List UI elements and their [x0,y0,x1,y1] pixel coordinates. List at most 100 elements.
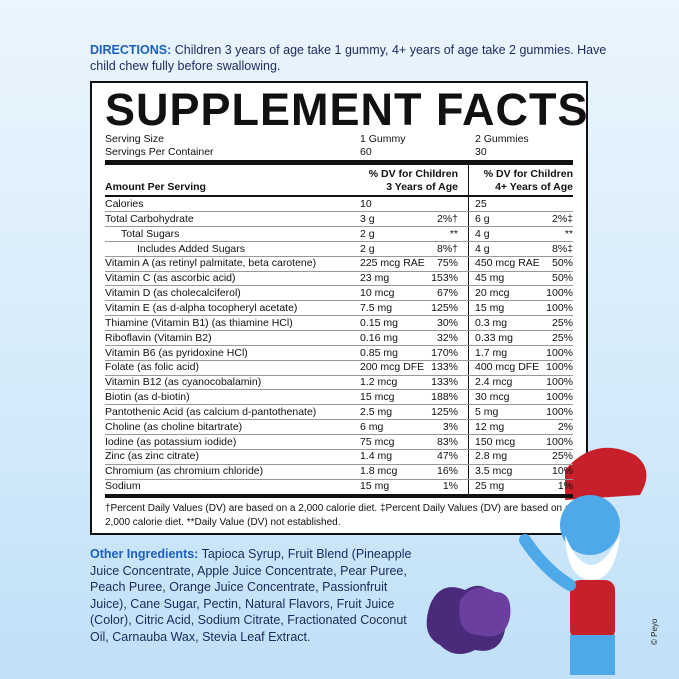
amount-2: 0.33 mg [475,331,513,344]
nutrient-name: Vitamin D (as cholecalciferol) [105,287,241,300]
amount-1: 2 g [360,227,375,240]
nutrient-name: Folate (as folic acid) [105,361,199,374]
nutrient-name: Chromium (as chromium chloride) [105,465,264,478]
row-rule [105,285,573,287]
dv-2: 25% [551,450,573,463]
amount-1: 3 g [360,212,375,225]
facts-title: SUPPLEMENT FACTS [105,84,589,135]
amount-1: 2.5 mg [360,405,393,418]
dv-2: 50% [551,257,573,270]
ingredients-label: Other Ingredients: [90,547,199,561]
dv-2: 100% [546,361,573,374]
serving-value: 1 Gummy [360,133,406,145]
amount-2: 15 mg [475,301,505,314]
nutrient-name: Pantothenic Acid (as calcium d-pantothen… [105,405,317,418]
amount-1: 75 mcg [360,435,395,448]
amount-1: 200 mcg DFE [360,361,425,374]
dv-2: 10% [551,465,573,478]
thick-rule [105,494,573,498]
serving-value: 2 Gummies [475,133,529,145]
dv-2: 100% [546,376,573,389]
amount-2: 4 g [475,242,490,255]
nutrient-name: Zinc (as zinc citrate) [105,450,199,463]
amount-1: 0.16 mg [360,331,398,344]
nutrient-name: Total Sugars [121,227,180,240]
amount-1: 10 [360,198,372,210]
dv-1: 30% [436,316,458,329]
dv-2: 2%‡ [551,212,573,225]
amount-1: 0.15 mg [360,316,398,329]
amount-1: 2 g [360,242,375,255]
dv-2: 8%‡ [551,242,573,255]
nutrient-name: Thiamine (Vitamin B1) (as thiamine HCl) [105,316,293,329]
amount-2: 5 mg [475,405,499,418]
dv-2: 1% [557,480,573,493]
row-rule [105,240,573,242]
amount-2: 4 g [475,227,490,240]
dv-2: ** [564,227,573,240]
thick-rule [105,160,573,165]
dv-2: 100% [546,435,573,448]
row-rule [105,463,573,465]
row-rule [105,404,573,406]
dv-1: 153% [431,272,458,285]
amount-1: 6 mg [360,420,384,433]
dv-2: 2% [557,420,573,433]
dv-1: 170% [431,346,458,359]
amount-2: 12 mg [475,420,505,433]
amount-2: 0.3 mg [475,316,508,329]
amount-2: 25 [475,198,487,210]
amount-1: 23 mg [360,272,390,285]
amount-2: 1.7 mg [475,346,508,359]
serving-value: 30 [475,146,487,158]
nutrient-name: Includes Added Sugars [137,242,245,255]
facts-panel [90,81,588,535]
nutrient-name: Vitamin A (as retinyl palmitate, beta ca… [105,257,317,270]
dv-header: 3 Years of Age [386,181,458,193]
dv-1: 67% [436,287,458,300]
directions-label: DIRECTIONS: [90,43,172,57]
amount-1: 1.4 mg [360,450,393,463]
copyright: © Peyo [650,618,659,645]
row-rule [105,478,573,480]
dv-1: 3% [442,420,458,433]
dv-1: 125% [431,301,458,314]
dv-1: 133% [431,376,458,389]
row-rule [105,389,573,391]
dv-2: 50% [551,272,573,285]
amount-2: 45 mg [475,272,505,285]
row-rule [105,344,573,346]
dv-header: % DV for Children [483,168,573,180]
dv-1: 133% [431,361,458,374]
amount-2: 2.4 mcg [475,376,513,389]
nutrient-name: Vitamin B12 (as cyanocobalamin) [105,376,262,389]
amount-2: 25 mg [475,480,505,493]
row-rule [105,226,573,228]
amount-header: Amount Per Serving [105,181,206,193]
row-rule [105,270,573,272]
serving-label: Servings Per Container [105,146,214,158]
dv-1: ** [449,227,458,240]
row-rule [105,255,573,257]
row-rule [105,374,573,376]
dv-1: 16% [436,465,458,478]
directions-text: Children 3 years of age take 1 gummy, 4+… [90,43,607,73]
amount-2: 2.8 mg [475,450,508,463]
ingredients-text: Tapioca Syrup, Fruit Blend (Pineapple Ju… [90,547,412,644]
ingredients: Other Ingredients: Tapioca Syrup, Fruit … [90,546,420,645]
amount-1: 1.8 mcg [360,465,398,478]
row-rule [105,433,573,435]
dv-1: 2%† [436,212,458,225]
row-rule [105,330,573,331]
dv-2: 100% [546,405,573,418]
row-rule [105,300,573,302]
illustration [426,447,647,675]
footnote: †Percent Daily Values (DV) are based on … [105,503,571,528]
dv-2: 100% [546,391,573,404]
nutrient-name: Riboflavin (Vitamin B2) [105,331,212,344]
amount-2: 400 mcg DFE [475,361,540,374]
dv-1: 83% [436,435,458,448]
dv-2: 25% [551,316,573,329]
amount-1: 7.5 mg [360,301,393,314]
